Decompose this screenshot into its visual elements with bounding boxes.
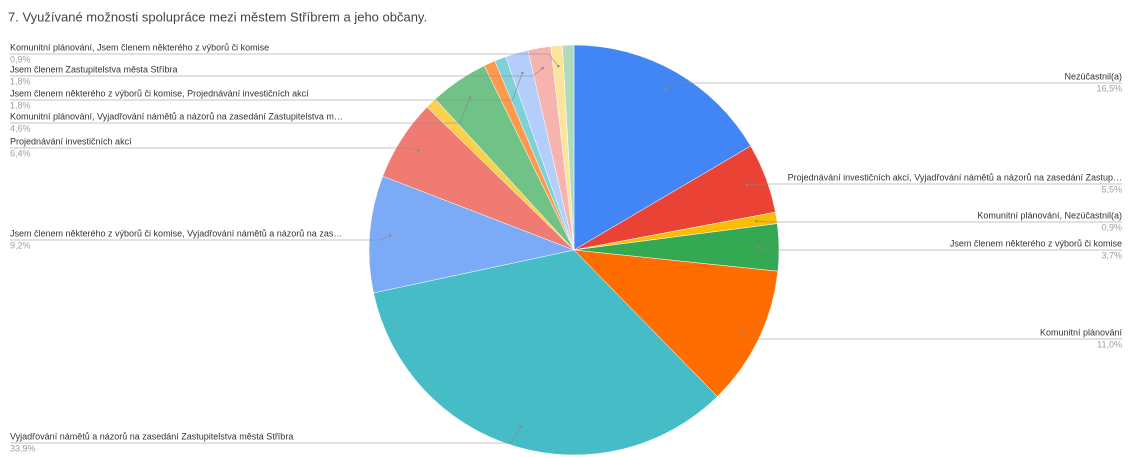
leader-dot <box>755 219 758 223</box>
leader-line <box>746 183 1122 186</box>
slice-label: Projednávání investičních akcí <box>10 136 132 146</box>
slice-label: Jsem členem některého z výborů či komise… <box>10 88 309 98</box>
slice-value: 1,8% <box>10 76 31 86</box>
leader-line <box>10 72 523 101</box>
leader-dot <box>738 329 742 332</box>
slice-value: 6,4% <box>10 148 31 158</box>
leader-line <box>739 330 1122 340</box>
leader-dot <box>417 149 420 152</box>
leader-line <box>10 53 559 67</box>
leader-line <box>10 97 471 124</box>
chart-title: 7. Využívané možnosti spolupráce mezi mě… <box>8 9 427 24</box>
slice-label: Jsem členem některého z výborů či komise… <box>10 228 342 238</box>
slice-value: 0,9% <box>1101 222 1122 232</box>
leader-dot <box>468 96 472 99</box>
slice-value: 5,5% <box>1101 184 1122 194</box>
slice-label: Komunitní plánování, Nezúčastnil(a) <box>977 210 1122 220</box>
slice-value: 1,8% <box>10 100 31 110</box>
slice-value: 33,9% <box>10 443 36 453</box>
pie-slice <box>368 175 575 294</box>
slice-value: 16,5% <box>1096 83 1122 93</box>
leader-line <box>758 247 1122 251</box>
pie-slice <box>573 44 752 251</box>
slice-value: 4,6% <box>10 123 31 133</box>
leader-line <box>665 82 1122 91</box>
leader-line <box>10 235 391 241</box>
slice-value: 9,2% <box>10 240 31 250</box>
leader-line <box>10 426 522 444</box>
pie-slice <box>562 44 575 251</box>
leader-line <box>10 67 543 77</box>
slice-value: 11,0% <box>1097 339 1122 349</box>
leader-dot <box>541 66 544 70</box>
slice-label: Jsem členem některého z výborů či komise <box>950 238 1122 248</box>
slice-label: Nezúčastnil(a) <box>1064 71 1122 81</box>
leader-dot <box>521 71 524 75</box>
slice-label: Komunitní plánování <box>1040 327 1123 337</box>
leader-line <box>10 147 419 151</box>
pie-slice <box>373 249 718 456</box>
leader-dot <box>557 64 560 68</box>
slice-value: 3,7% <box>1101 250 1122 260</box>
leader-line <box>756 220 1122 223</box>
leader-dot <box>388 234 392 237</box>
slice-label: Komunitní plánování, Jsem členem některé… <box>10 42 269 52</box>
leader-dot <box>519 425 522 428</box>
leader-dot <box>664 88 667 92</box>
slice-value: 0,9% <box>10 54 31 64</box>
leader-dot <box>745 184 748 187</box>
slice-label: Komunitní plánování, Vyjadřování námětů … <box>10 111 343 121</box>
slice-label: Projednávání investičních akcí, Vyjadřov… <box>788 172 1122 182</box>
slice-label: Vyjadřování námětů a názorů na zasedání … <box>10 431 293 441</box>
leader-dot <box>757 246 760 249</box>
slice-label: Jsem členem Zastupitelstva města Stříbra <box>10 64 178 74</box>
